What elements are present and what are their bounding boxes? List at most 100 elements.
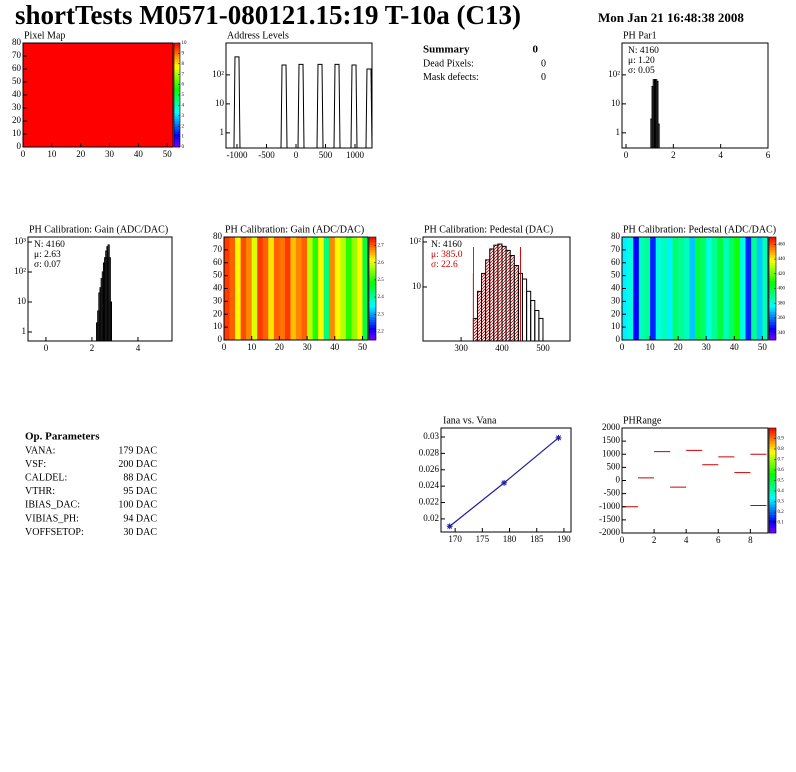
heat-cell (728, 237, 735, 340)
op-title: Op. Parameters (25, 431, 100, 443)
heat-cell (334, 237, 341, 340)
z-tick-label: 0.4 (778, 489, 785, 494)
z-tick-label: 0.5 (778, 479, 785, 484)
colorbar-step (769, 472, 776, 476)
z-tick-label: 360 (778, 316, 786, 321)
heat-cell (351, 237, 358, 340)
op-label: IBIAS_DAC: (25, 500, 80, 511)
colorbar-step (769, 491, 776, 494)
panel-title: PHRange (623, 415, 662, 426)
y-tick-label: 10 (17, 296, 27, 306)
y-tick-label: 30 (611, 295, 621, 305)
heat-cell (356, 237, 363, 340)
op-value: 95 DAC (123, 486, 157, 497)
hist-bin (472, 317, 478, 342)
colorbar-step (174, 110, 180, 114)
heat-cell (323, 237, 330, 340)
y-tick-label: 20 (12, 115, 22, 125)
y-tick-label: 10 (611, 321, 621, 331)
x-tick-label: 4 (718, 150, 723, 160)
colorbar-step (369, 242, 376, 246)
colorbar-step (769, 249, 776, 253)
y-tick-label: 50 (213, 270, 223, 280)
colorbar-step (369, 319, 376, 323)
x-tick-label: 0 (620, 342, 625, 352)
colorbar-step (174, 128, 180, 132)
heat-cell (268, 237, 275, 340)
x-tick-label: 30 (303, 342, 313, 352)
y-tick-label: 10² (212, 69, 224, 79)
op-value: 30 DAC (123, 527, 157, 538)
y-tick-label: 60 (12, 63, 22, 73)
colorbar-step (174, 97, 180, 101)
heat-cell (307, 237, 313, 340)
x-tick-label: 190 (557, 534, 571, 544)
colorbar-step (769, 470, 776, 473)
y-tick-label: 0 (616, 334, 621, 344)
y-tick-label: 70 (12, 50, 22, 60)
colorbar-step (769, 441, 776, 445)
colorbar-step (769, 475, 776, 479)
colorbar-step (174, 102, 180, 106)
heat-cell (273, 237, 280, 340)
colorbar-step (369, 267, 376, 271)
colorbar-step (369, 303, 376, 307)
colorbar-step (369, 283, 376, 287)
heat-cell (695, 237, 701, 340)
colorbar-step (174, 56, 180, 59)
y-tick-label: 0.02 (423, 513, 439, 523)
colorbar-step (769, 314, 776, 318)
panel-title: PH Calibration: Pedestal (DAC) (424, 224, 553, 235)
heat-cell (329, 237, 336, 340)
colorbar-step (769, 438, 776, 442)
y-tick-label: 10 (12, 128, 22, 138)
y-tick-label: -1000 (599, 501, 620, 511)
colorbar-step (769, 332, 776, 336)
colorbar-step (769, 446, 776, 450)
colorbar-step (769, 262, 776, 266)
y-tick-label: -2000 (599, 527, 620, 537)
x-tick-label: 400 (495, 343, 509, 353)
x-tick-label: 20 (275, 342, 285, 352)
y-tick-label: 10² (608, 69, 620, 79)
colorbar-step (769, 433, 776, 437)
z-tick-label: 7 (182, 72, 185, 77)
plot (621, 236, 769, 341)
colorbar-step (769, 244, 776, 248)
y-tick-label: 80 (611, 231, 621, 241)
colorbar-step (769, 480, 776, 484)
x-tick-label: 8 (748, 535, 753, 545)
z-tick-label: 2.7 (378, 244, 385, 249)
heat-cell (251, 237, 258, 340)
colorbar-step (174, 71, 180, 75)
panel-title: PH Calibration: Gain (ADC/DAC) (29, 224, 168, 235)
colorbar-step (174, 43, 180, 46)
colorbar-step (769, 477, 776, 481)
colorbar-step (369, 293, 376, 297)
heat-cell (627, 237, 634, 340)
colorbar-step (369, 337, 376, 341)
y-tick-label: 1 (22, 326, 27, 336)
stats-line: μ: 2.63 (34, 250, 61, 260)
summary-label: Dead Pixels: (423, 58, 474, 69)
colorbar-step (369, 301, 376, 305)
x-tick-label: 6 (716, 535, 721, 545)
op-value: 94 DAC (123, 513, 157, 524)
x-tick-label: 185 (530, 534, 544, 544)
x-tick-label: 40 (730, 342, 740, 352)
heat-cell (678, 237, 685, 340)
colorbar-step (174, 131, 180, 135)
z-tick-label: 340 (778, 331, 786, 336)
y-tick-label: 2000 (602, 422, 621, 432)
x-tick-label: 2 (671, 150, 676, 160)
x-tick-label: 40 (330, 342, 340, 352)
x-tick-label: 50 (163, 149, 173, 159)
colorbar-step (369, 291, 376, 294)
y-tick-label: 0.028 (419, 447, 440, 457)
colorbar-step (174, 69, 180, 72)
x-tick-label: 6 (766, 150, 771, 160)
frame (225, 42, 373, 149)
heat-cell (739, 237, 746, 340)
colorbar-step (369, 270, 376, 274)
x-tick-label: 1000 (346, 150, 365, 160)
